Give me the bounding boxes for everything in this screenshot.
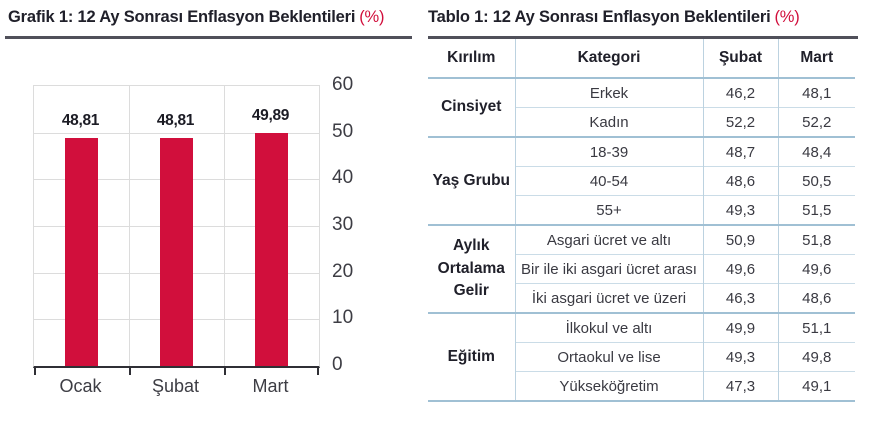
x-tick-label-0: Ocak xyxy=(59,376,102,396)
y-tick-label-50: 50 xyxy=(332,120,354,142)
value-cell: 49,3 xyxy=(702,342,778,372)
y-tick-label-60: 60 xyxy=(332,74,354,95)
category-cell: 55+ xyxy=(514,195,703,225)
table-row: 40-54 48,6 50,5 xyxy=(428,166,855,196)
bar-value-label-0: 48,81 xyxy=(61,112,100,130)
category-cell: Bir ile iki asgari ücret arası xyxy=(514,254,703,284)
category-cell: İlkokul ve altı xyxy=(514,312,703,343)
value-cell: 49,9 xyxy=(702,312,778,343)
value-cell: 48,6 xyxy=(777,283,855,313)
x-tick-label-1: Şubat xyxy=(151,376,200,396)
value-cell: 49,6 xyxy=(777,254,855,284)
chart-panel: Grafik 1: 12 Ay Sonrası Enflasyon Beklen… xyxy=(0,0,430,440)
table-row: Ortaokul ve lise 49,3 49,8 xyxy=(428,342,855,372)
column-header-0: Kırılım xyxy=(428,39,515,79)
value-cell: 49,1 xyxy=(777,371,855,402)
y-tick-label-30: 30 xyxy=(332,214,354,235)
gridline-v-1 xyxy=(129,86,130,366)
value-cell: 51,1 xyxy=(777,312,855,343)
value-cell: 48,1 xyxy=(777,77,855,108)
category-cell: İki asgari ücret ve üzeri xyxy=(514,283,703,313)
value-cell: 46,2 xyxy=(702,77,778,108)
table-title-text: Tablo 1: 12 Ay Sonrası Enflasyon Beklent… xyxy=(428,8,771,26)
bar-chart-plot-area xyxy=(33,85,320,375)
table-title: Tablo 1: 12 Ay Sonrası Enflasyon Beklent… xyxy=(428,8,800,27)
x-axis-tick-0 xyxy=(34,368,36,375)
table-row: Eğitim İlkokul ve altı 49,9 51,1 xyxy=(428,312,855,402)
bar-şubat xyxy=(160,138,193,366)
value-cell: 49,6 xyxy=(702,254,778,284)
category-cell: Ortaokul ve lise xyxy=(514,342,703,372)
table-header-row: Kırılım Kategori Şubat Mart xyxy=(428,39,855,79)
table-title-underline xyxy=(428,36,858,39)
gridline-v-2 xyxy=(224,86,225,366)
category-cell: 18-39 xyxy=(514,136,703,167)
value-cell: 51,8 xyxy=(777,224,855,255)
x-axis-tick-3 xyxy=(317,368,319,375)
chart-title: Grafik 1: 12 Ay Sonrası Enflasyon Beklen… xyxy=(8,8,384,27)
category-cell: Yükseköğretim xyxy=(514,371,703,402)
category-cell: Erkek xyxy=(514,77,703,108)
breakdown-table: Kırılım Kategori Şubat Mart Cinsiyet Erkek 46… xyxy=(428,39,855,402)
value-cell: 48,4 xyxy=(777,136,855,167)
x-axis-tick-1 xyxy=(129,368,131,375)
table-row: Cinsiyet Erkek 46,2 48,1 xyxy=(428,77,855,137)
gridline-h-50 xyxy=(34,132,319,134)
category-cell: 40-54 xyxy=(514,166,703,196)
value-cell: 52,2 xyxy=(777,107,855,137)
value-cell: 46,3 xyxy=(702,283,778,313)
bar-value-label-1: 48,81 xyxy=(156,112,195,130)
value-cell: 47,3 xyxy=(702,371,778,402)
column-header-3: Mart xyxy=(777,39,855,79)
group-label-cell: Aylık Ortalama Gelir xyxy=(428,224,515,313)
y-tick-label-40: 40 xyxy=(332,167,354,189)
table-row: Kadın 52,2 52,2 xyxy=(428,107,855,137)
category-cell: Asgari ücret ve altı xyxy=(514,224,703,255)
table-row: Yaş Grubu 18-39 48,7 48,4 xyxy=(428,136,855,225)
table-row: 55+ 49,3 51,5 xyxy=(428,195,855,225)
bar-ocak xyxy=(65,138,98,366)
value-cell: 48,6 xyxy=(702,166,778,196)
value-cell: 50,5 xyxy=(777,166,855,196)
group-label-cell: Yaş Grubu xyxy=(428,136,515,225)
table-panel: Tablo 1: 12 Ay Sonrası Enflasyon Beklent… xyxy=(428,0,880,440)
column-header-2: Şubat xyxy=(702,39,778,79)
value-cell: 50,9 xyxy=(702,224,778,255)
value-cell: 49,8 xyxy=(777,342,855,372)
x-tick-label-2: Mart xyxy=(252,376,289,396)
value-cell: 48,7 xyxy=(702,136,778,167)
group-label-cell: Eğitim xyxy=(428,312,515,402)
column-header-1: Kategori xyxy=(514,39,703,79)
value-cell: 52,2 xyxy=(702,107,778,137)
bar-mart xyxy=(255,133,288,366)
y-tick-label-0: 0 xyxy=(332,354,343,375)
table-row: İki asgari ücret ve üzeri 46,3 48,6 xyxy=(428,283,855,313)
table-title-unit: (%) xyxy=(774,8,800,26)
y-tick-label-10: 10 xyxy=(332,307,354,329)
category-cell: Kadın xyxy=(514,107,703,137)
x-axis-tick-2 xyxy=(224,368,226,375)
bar-value-label-2: 49,89 xyxy=(251,107,290,125)
value-cell: 49,3 xyxy=(702,195,778,225)
y-tick-label-20: 20 xyxy=(332,260,354,282)
table-row: Yükseköğretim 47,3 49,1 xyxy=(428,371,855,402)
group-label-cell: Cinsiyet xyxy=(428,77,515,137)
table-row: Aylık Ortalama Gelir Asgari ücret ve altı… xyxy=(428,224,855,313)
chart-title-unit: (%) xyxy=(359,8,385,26)
value-cell: 51,5 xyxy=(777,195,855,225)
chart-title-text: Grafik 1: 12 Ay Sonrası Enflasyon Beklen… xyxy=(8,8,356,26)
chart-title-underline xyxy=(5,36,412,39)
table-row: Bir ile iki asgari ücret arası 49,6 49,6 xyxy=(428,254,855,284)
